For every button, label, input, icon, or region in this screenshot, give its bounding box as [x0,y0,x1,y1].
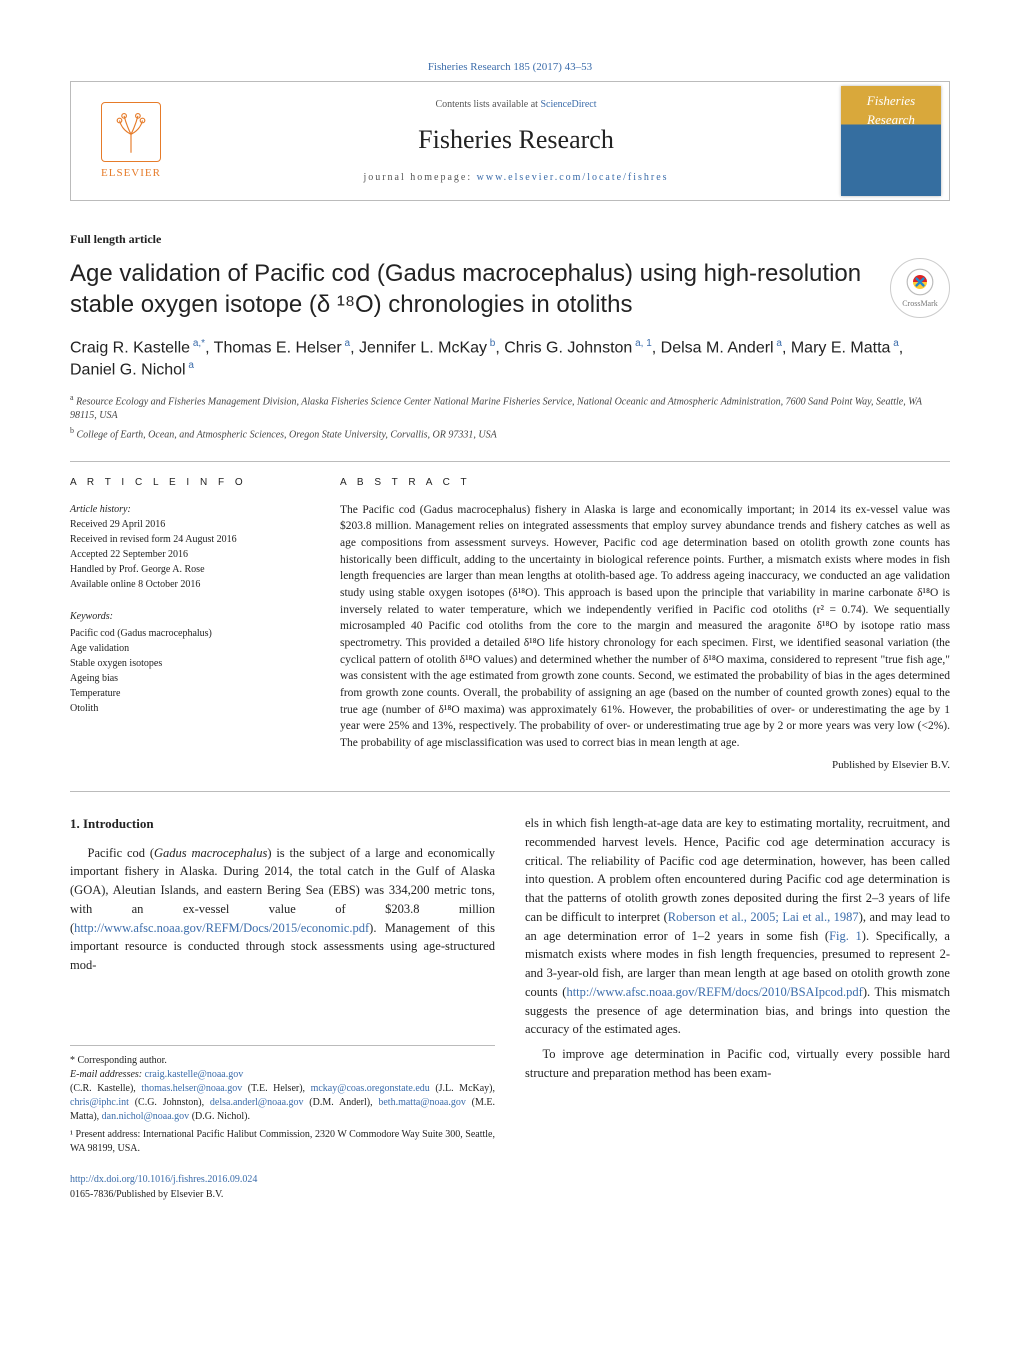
keyword: Temperature [70,686,300,701]
email-link[interactable]: delsa.anderl@noaa.gov [210,1097,304,1108]
author-affil-sup: a [186,360,194,371]
affiliation-b-text: College of Earth, Ocean, and Atmospheric… [77,430,497,441]
economic-pdf-link[interactable]: http://www.afsc.noaa.gov/REFM/Docs/2015/… [74,921,369,935]
email-list: (C.R. Kastelle), thomas.helser@noaa.gov … [70,1082,495,1124]
email-link[interactable]: beth.matta@noaa.gov [378,1097,466,1108]
keywords-block: Keywords: Pacific cod (Gadus macrocephal… [70,610,300,716]
homepage-line: journal homepage: www.elsevier.com/locat… [363,171,668,185]
keyword: Age validation [70,641,300,656]
affiliation-a: a Resource Ecology and Fisheries Managem… [70,392,950,423]
intro-paragraph-2: els in which fish length-at-age data are… [525,814,950,1039]
history-item: Accepted 22 September 2016 [70,547,300,562]
homepage-prefix: journal homepage: [363,172,476,183]
divider [70,791,950,792]
cover-title-2: Research [867,111,915,129]
email-who: (J.L. McKay) [435,1083,492,1094]
keyword: Otolith [70,701,300,716]
keywords-label: Keywords: [70,610,300,624]
author-affil-sup: a, [190,338,201,349]
intro-p1-pre: Pacific cod ( [88,846,155,860]
email-link[interactable]: thomas.helser@noaa.gov [141,1083,242,1094]
abstract-column: a b s t r a c t The Pacific cod (Gadus m… [340,476,950,773]
elsevier-logo: ELSEVIER [71,82,191,200]
email-addresses: E-mail addresses: craig.kastelle@noaa.go… [70,1068,495,1082]
intro-p2-pre: els in which fish length-at-age data are… [525,816,950,924]
history-label: Article history: [70,502,300,517]
figure-ref-link[interactable]: Fig. 1 [829,929,862,943]
body-columns: 1. Introduction Pacific cod (Gadus macro… [70,814,950,1202]
affiliation-a-text: Resource Ecology and Fisheries Managemen… [70,396,922,421]
divider [70,461,950,462]
elsevier-tree-icon [101,102,161,162]
email-who: (D.M. Anderl) [309,1097,370,1108]
doi-block: http://dx.doi.org/10.1016/j.fishres.2016… [70,1172,495,1202]
contents-prefix: Contents lists available at [435,99,540,110]
present-address-note: ¹ Present address: International Pacific… [70,1128,495,1156]
history-item: Received 29 April 2016 [70,517,300,532]
article-info-column: a r t i c l e i n f o Article history: R… [70,476,300,773]
email-who: (C.G. Johnston) [135,1097,202,1108]
journal-header: ELSEVIER Contents lists available at Sci… [70,81,950,201]
cover-title-1: Fisheries [867,92,915,110]
history-item: Handled by Prof. George A. Rose [70,562,300,577]
article-info-heading: a r t i c l e i n f o [70,476,300,490]
corresponding-author-note: * Corresponding author. [70,1054,495,1068]
crossmark-badge[interactable]: CrossMark [890,258,950,318]
email-link[interactable]: craig.kastelle@noaa.gov [145,1069,244,1080]
intro-paragraph-3: To improve age determination in Pacific … [525,1045,950,1083]
email-label: E-mail addresses: [70,1069,145,1080]
intro-paragraph-1: Pacific cod (Gadus macrocephalus) is the… [70,844,495,975]
abstract-heading: a b s t r a c t [340,476,950,490]
crossmark-icon [906,268,934,296]
authors-line: Craig R. Kastelle a,*, Thomas E. Helser … [70,337,950,382]
body-column-left: 1. Introduction Pacific cod (Gadus macro… [70,814,495,1202]
keyword: Pacific cod (Gadus macrocephalus) [70,626,300,641]
abstract-text: The Pacific cod (Gadus macrocephalus) fi… [340,502,950,752]
citation-link[interactable]: Roberson et al., 2005; Lai et al., 1987 [668,910,859,924]
author-corresponding-sup: * [201,338,205,349]
footnotes: * Corresponding author. E-mail addresses… [70,1045,495,1156]
author-affil-sup: a [774,338,782,349]
crossmark-label: CrossMark [902,298,938,309]
abstract-publisher-line: Published by Elsevier B.V. [340,758,950,773]
author-affil-sup: a, 1 [632,338,651,349]
affiliation-b: b College of Earth, Ocean, and Atmospher… [70,425,950,442]
section-heading: 1. Introduction [70,814,495,834]
species-name: Gadus macrocephalus [154,846,267,860]
article-type: Full length article [70,231,950,248]
homepage-link[interactable]: www.elsevier.com/locate/fishres [477,172,669,183]
paper-title: Age validation of Pacific cod (Gadus mac… [70,258,870,320]
sciencedirect-link[interactable]: ScienceDirect [540,99,596,110]
doi-link[interactable]: http://dx.doi.org/10.1016/j.fishres.2016… [70,1174,257,1185]
bsai-pdf-link[interactable]: http://www.afsc.noaa.gov/REFM/docs/2010/… [566,985,862,999]
email-link[interactable]: chris@iphc.int [70,1097,129,1108]
keyword: Ageing bias [70,671,300,686]
keyword: Stable oxygen isotopes [70,656,300,671]
journal-name: Fisheries Research [418,122,614,158]
history-item: Available online 8 October 2016 [70,577,300,592]
issn-line: 0165-7836/Published by Elsevier B.V. [70,1189,223,1200]
body-column-right: els in which fish length-at-age data are… [525,814,950,1202]
author-affil-sup: b [487,338,495,349]
email-who: (D.G. Nichol) [192,1111,248,1122]
author-affil-sup: a [342,338,350,349]
history-item: Received in revised form 24 August 2016 [70,532,300,547]
email-link[interactable]: mckay@coas.oregonstate.edu [311,1083,430,1094]
journal-cover-thumb: Fisheries Research [841,86,941,196]
email-link[interactable]: dan.nichol@noaa.gov [102,1111,190,1122]
article-history: Article history: Received 29 April 2016 … [70,502,300,592]
author-affil-sup: a [890,338,898,349]
elsevier-wordmark: ELSEVIER [101,166,161,181]
email-who: (T.E. Helser) [248,1083,303,1094]
citation-line: Fisheries Research 185 (2017) 43–53 [70,60,950,75]
contents-line: Contents lists available at ScienceDirec… [435,98,596,112]
